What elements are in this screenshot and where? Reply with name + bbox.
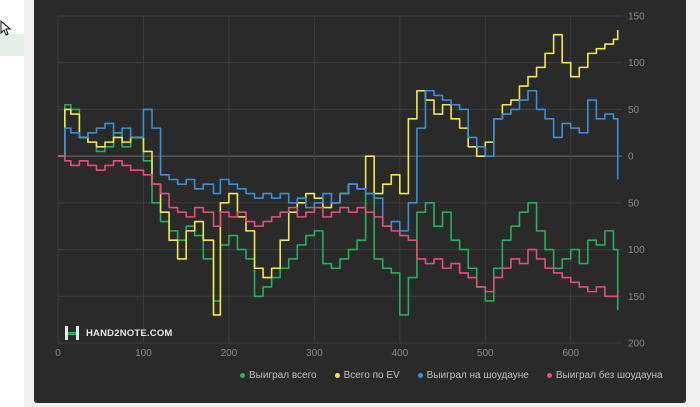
- legend-label: Выиграл на шоудауне: [426, 370, 529, 381]
- series-line-3: [58, 155, 619, 298]
- series-line-0: [58, 103, 619, 316]
- chart-panel: [34, 0, 686, 403]
- legend-label: Выиграл всего: [249, 370, 317, 381]
- x-tick-label: 200: [221, 348, 238, 359]
- left-sidebar-highlight: [0, 34, 24, 56]
- legend-label: Всего по EV: [343, 370, 400, 381]
- y-tick-label: 50: [628, 105, 640, 116]
- legend-dot-icon: [417, 373, 423, 378]
- brand-name: HAND2NOTE.COM: [86, 327, 173, 339]
- y-tick-label: 100: [628, 245, 645, 256]
- y-tick-label: 150: [628, 292, 645, 303]
- left-sidebar-strip: [0, 0, 24, 407]
- y-tick-label: 200: [628, 339, 645, 350]
- hand2note-logo-icon: [65, 326, 79, 340]
- x-axis-ticks: 0 100 200 300 400 500 600: [55, 348, 579, 359]
- y-tick-label: 100: [628, 58, 645, 69]
- x-tick-label: 500: [477, 348, 494, 359]
- legend-dot-icon: [334, 373, 340, 378]
- legend-item-0[interactable]: Выиграл всего: [240, 370, 317, 381]
- x-tick-label: 600: [562, 348, 579, 359]
- y-tick-label: 0: [628, 152, 634, 163]
- x-tick-label: 300: [306, 348, 323, 359]
- legend-item-3[interactable]: Выиграл без шоудауна: [546, 370, 663, 381]
- y-tick-label: 50: [628, 198, 640, 209]
- y-tick-label: 150: [628, 12, 645, 23]
- x-tick-label: 400: [391, 348, 408, 359]
- x-tick-label: 0: [55, 348, 61, 359]
- series-lines: [58, 30, 619, 316]
- legend-dot-icon: [546, 373, 552, 378]
- brand-logo: HAND2NOTE.COM: [64, 325, 173, 341]
- legend-item-2[interactable]: Выиграл на шоудауне: [417, 370, 529, 381]
- series-line-2: [58, 89, 619, 232]
- grid-lines: [57, 15, 622, 344]
- legend-label: Выиграл без шоудауна: [555, 370, 663, 381]
- chart-legend: Выиграл всего Всего по EV Выиграл на шоуда…: [240, 370, 681, 381]
- legend-dot-icon: [240, 373, 245, 378]
- x-tick-label: 100: [135, 348, 152, 359]
- legend-item-1[interactable]: Всего по EV: [334, 370, 400, 381]
- mouse-cursor-icon: [0, 20, 12, 36]
- series-line-1: [58, 30, 619, 316]
- y-axis-ticks: 150 100 50 0 50 100 150 200: [628, 12, 645, 350]
